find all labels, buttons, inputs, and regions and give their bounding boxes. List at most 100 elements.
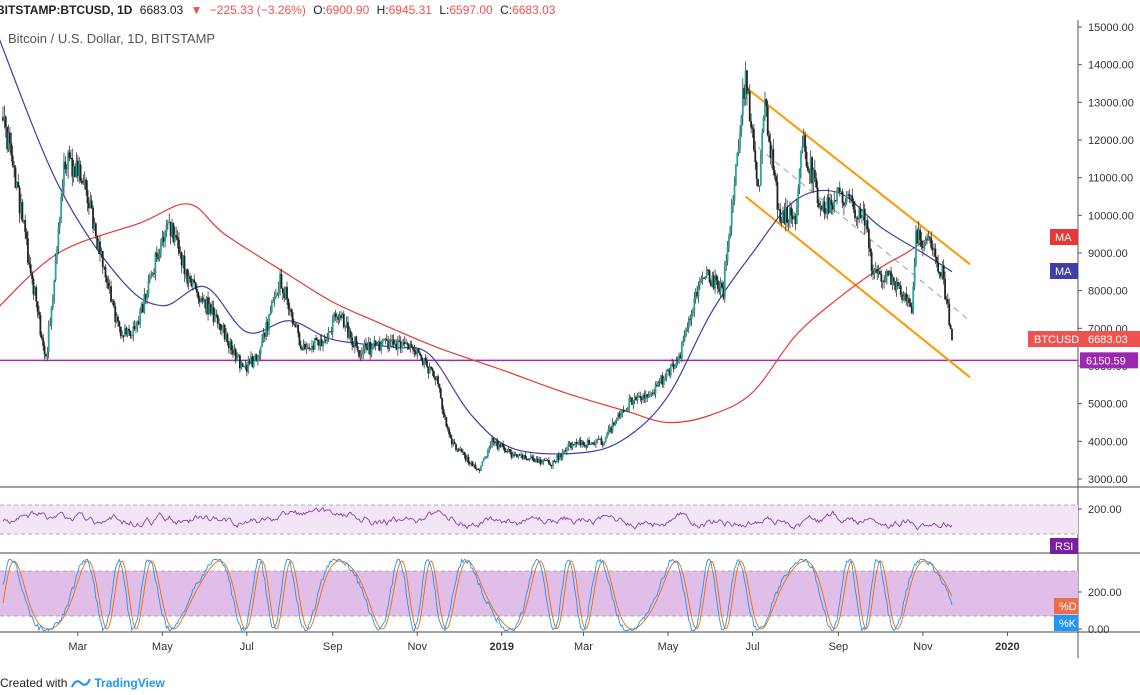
candle-body (175, 235, 178, 238)
candle-body (858, 208, 861, 220)
candle-body (485, 456, 488, 457)
candle-body (420, 355, 423, 361)
candle-body (557, 454, 560, 460)
candle-body (150, 275, 153, 277)
candle-body (263, 332, 266, 337)
candles (2, 61, 953, 474)
candle-body (502, 444, 505, 448)
candle-body (847, 194, 849, 196)
candle-body (32, 278, 35, 295)
candle-body (13, 165, 15, 168)
candle-body (204, 299, 207, 309)
candle-body (148, 275, 151, 281)
candle-body (816, 187, 819, 204)
candle-body (564, 450, 567, 452)
candle-body (151, 273, 154, 276)
candle-body (618, 413, 621, 417)
candle-body (632, 400, 635, 405)
candle-body (316, 339, 319, 341)
open-value: 6900.90 (325, 3, 370, 17)
candle-body (20, 202, 22, 214)
candle-body (83, 179, 86, 183)
time-tick-label: Mar (68, 641, 87, 653)
time-tick-label: May (152, 641, 173, 653)
candle-body (719, 282, 722, 292)
candle-body (527, 459, 529, 461)
candle-body (664, 377, 667, 379)
candle-body (473, 464, 475, 467)
candle-body (239, 355, 241, 369)
candle-body (762, 117, 765, 132)
candle-body (22, 220, 25, 222)
tradingview-link[interactable]: TradingView (71, 676, 165, 690)
candle-body (118, 321, 121, 327)
price-tick-label: 9000.00 (1088, 248, 1128, 260)
candle-body (708, 270, 711, 283)
time-axis[interactable]: Mar May Jul Sep Nov 2019 Mar May Jul Sep Nov 2020 (68, 632, 1020, 653)
candle-body (636, 397, 639, 400)
candle-body (388, 340, 391, 349)
candle-body (453, 441, 456, 445)
candle-body (777, 209, 780, 210)
candle-body (340, 315, 342, 318)
candle-body (830, 199, 833, 205)
candle-body (358, 350, 360, 358)
candle-body (870, 251, 873, 271)
symbol-label[interactable]: BITSTAMP:BTCUSD, 1D (0, 3, 133, 17)
candle-body (211, 306, 214, 314)
candle-body (78, 164, 81, 177)
candle-body (266, 322, 269, 331)
candle-body (284, 286, 287, 299)
candle-body (613, 422, 615, 425)
candle-body (324, 340, 327, 341)
candle-body (890, 271, 892, 285)
candle-body (579, 440, 582, 446)
candle-body (841, 191, 844, 204)
candle-body (844, 201, 847, 206)
candle-body (944, 278, 946, 300)
candle-body (280, 273, 283, 289)
candle-body (498, 444, 500, 449)
candle-body (592, 442, 595, 445)
candle-body (624, 411, 626, 413)
rsi-tick-label: 200.00 (1088, 504, 1122, 516)
candle-body (474, 464, 477, 469)
candle-body (567, 444, 570, 448)
candle-body (99, 241, 101, 255)
candle-body (27, 238, 29, 263)
candle-body (721, 282, 723, 288)
candle-body (268, 314, 270, 331)
candle-body (694, 291, 697, 299)
price-tick-label: 8000.00 (1088, 286, 1128, 298)
candle-body (827, 197, 830, 213)
candle-body (153, 273, 155, 275)
candle-body (68, 152, 71, 158)
candle-body (262, 332, 265, 340)
candle-body (744, 70, 747, 99)
candle-body (710, 282, 712, 287)
candle-body (449, 434, 452, 439)
candle-body (761, 131, 764, 155)
candle-body (690, 314, 693, 320)
time-tick-label: Sep (323, 641, 343, 653)
candle-body (917, 229, 920, 244)
candle-body (951, 329, 953, 341)
candle-body (477, 469, 480, 470)
candle-body (90, 200, 93, 208)
candle-body (122, 335, 125, 337)
candle-body (347, 322, 349, 338)
candle-body (811, 157, 813, 184)
candle-body (851, 195, 854, 202)
candle-body (182, 255, 185, 266)
rsi-band (0, 505, 1078, 534)
candle-body (162, 237, 165, 242)
candle-body (669, 366, 672, 376)
candle-body (365, 343, 367, 347)
candle-body (399, 341, 402, 349)
candle-body (672, 363, 675, 369)
candle-body (445, 417, 448, 427)
last-price: 6683.03 (139, 3, 184, 17)
candle-body (880, 274, 883, 282)
ma-fast-tag-box (1050, 263, 1078, 279)
